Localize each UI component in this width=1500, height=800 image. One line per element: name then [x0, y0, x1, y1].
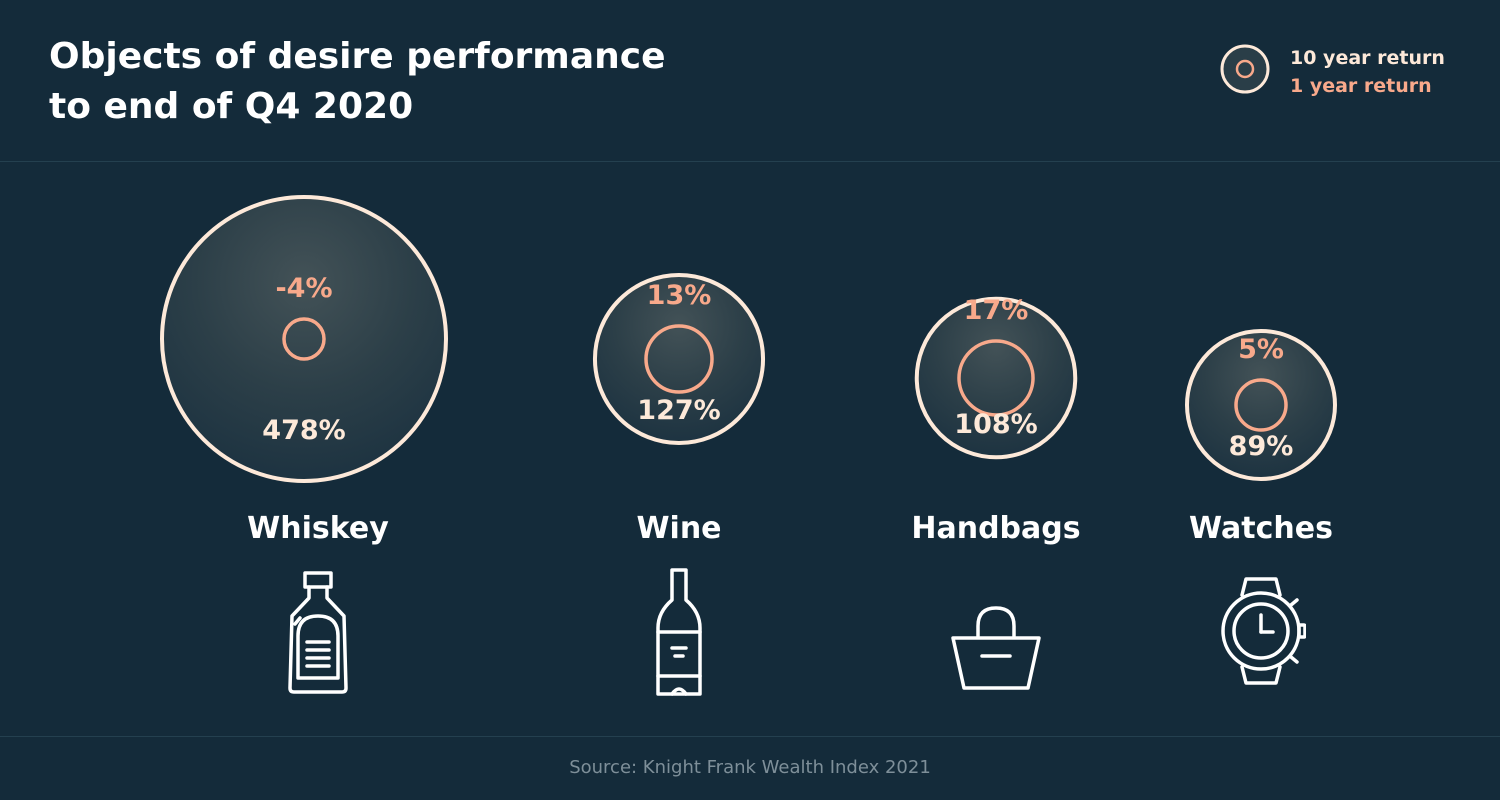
ten-year-label-wine: 127% — [637, 395, 720, 426]
handbag-icon — [951, 606, 1041, 690]
bubble-chart: -4% 478% Whiskey 13% 127% Wine 17% 108% Handbags… — [160, 195, 1337, 546]
header-divider — [0, 161, 1500, 162]
category-label-watches: Watches — [1189, 511, 1333, 546]
bubble-group-handbags: 17% 108% Handbags — [911, 295, 1080, 546]
category-label-wine: Wine — [636, 511, 721, 546]
ten-year-label-handbags: 108% — [954, 409, 1037, 440]
chart-title: Objects of desire performance to end of … — [49, 32, 749, 132]
bubble-group-whiskey: -4% 478% Whiskey — [160, 195, 448, 546]
ten-year-label-whiskey: 478% — [262, 415, 345, 446]
ten-year-label-watches: 89% — [1229, 431, 1294, 462]
wine-bottle-icon — [656, 568, 702, 696]
ten-year-bubble-handbags — [914, 296, 1078, 460]
source-note: Source: Knight Frank Wealth Index 2021 — [569, 757, 931, 778]
legend-ten-year-label: 10 year return — [1290, 47, 1445, 69]
footer-divider — [0, 736, 1500, 737]
one-year-ring-whiskey — [282, 317, 326, 361]
chart-title-line-1: Objects of desire performance — [49, 36, 666, 77]
category-label-handbags: Handbags — [911, 511, 1080, 546]
one-year-ring-watches — [1234, 378, 1288, 432]
ten-year-bubble-wine — [592, 272, 766, 446]
one-year-label-wine: 13% — [647, 280, 712, 311]
ten-year-bubble-watches — [1185, 329, 1337, 481]
bubble-group-wine: 13% 127% Wine — [592, 272, 766, 546]
chart-title-line-2: to end of Q4 2020 — [49, 86, 414, 127]
legend-one-year-label: 1 year return — [1290, 75, 1432, 97]
one-year-label-watches: 5% — [1238, 334, 1284, 365]
one-year-ring-wine — [644, 324, 714, 394]
whiskey-bottle-icon — [288, 571, 348, 694]
legend: 10 year return 1 year return — [1220, 44, 1490, 97]
one-year-label-handbags: 17% — [964, 295, 1029, 326]
one-year-ring-handbags — [957, 339, 1035, 417]
ten-year-bubble-whiskey — [160, 195, 448, 483]
one-year-label-whiskey: -4% — [275, 273, 332, 304]
bubble-group-watches: 5% 89% Watches — [1185, 329, 1337, 546]
legend-ring-icon — [1220, 44, 1270, 94]
category-label-whiskey: Whiskey — [247, 511, 389, 546]
watch-icon — [1221, 577, 1306, 685]
